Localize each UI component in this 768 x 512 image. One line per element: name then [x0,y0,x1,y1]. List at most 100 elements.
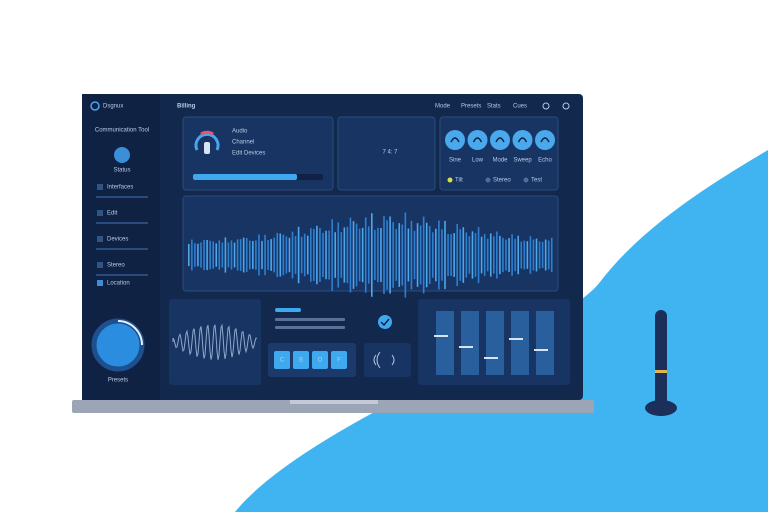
waveform-bar [471,231,474,279]
knob-label: Presets [108,378,128,384]
mode-icon [540,137,550,143]
waveform-bar [526,241,529,269]
waveform-bar [468,236,471,274]
waveform-bar [261,240,263,270]
nav-item[interactable]: Edit [107,211,118,217]
waveform-bar [544,239,547,271]
slider[interactable] [275,318,345,321]
header-menu-item[interactable]: Mode [435,104,451,110]
waveform-bar [322,232,324,278]
waveform-bar [285,236,288,274]
nav-icon [97,236,103,242]
control-button[interactable] [293,351,309,369]
waveform-bar [486,238,489,272]
chart-marker [534,349,548,351]
sidebar-footer-item[interactable]: Location [107,281,130,287]
slider[interactable] [275,326,345,329]
header-menu-item[interactable]: Cues [513,104,527,110]
footer-icon [97,280,103,286]
waveform-bar [371,213,373,297]
waveform-bar [404,212,407,298]
mode-button[interactable] [490,130,510,150]
legend-label: Tilt [455,178,463,184]
waveform-bar [340,232,343,278]
waveform-bar [319,228,321,282]
waveform-bar [465,232,468,278]
control-button[interactable] [331,351,347,369]
waveform-bar [459,229,462,281]
legend-label: Test [531,178,542,184]
waveform-bar [456,223,458,287]
chart-column [511,311,529,375]
header-menu-item[interactable]: Presets [461,104,481,110]
waveform-bar [200,242,202,268]
waveform-bar [438,220,440,290]
waveform-bar [410,220,413,290]
nav-icon [97,262,103,268]
mode-label: Mode [492,158,508,164]
waveform-bar [343,227,346,283]
legend-label: Stereo [493,178,511,184]
waveform-bar [480,236,483,274]
header-menu-item[interactable]: Stats [487,104,501,110]
waveform-bar [532,239,535,271]
waveform-bar [502,237,504,273]
nav-divider [96,196,148,198]
mode-label: Low [472,158,484,164]
waveform-bar [441,229,443,281]
search-icon[interactable] [542,102,550,110]
nav-item[interactable]: Interfaces [107,185,133,191]
nav-divider [96,248,148,250]
nav-item[interactable]: Stereo [107,263,125,269]
control-button[interactable] [312,351,328,369]
control-button[interactable] [274,351,290,369]
power-icon[interactable] [562,102,570,110]
waveform-bar [349,217,352,293]
waveform-bar [450,234,452,276]
waveform-bar [291,231,294,279]
waveform-bar [212,241,214,269]
waveform-bar [316,225,318,285]
waveform-bar [383,216,385,294]
legend-dot [447,177,453,183]
check-button[interactable] [378,315,392,329]
nav-item[interactable]: Devices [107,237,128,243]
waveform-bar [325,230,327,280]
waveform-bar [276,232,279,278]
nav-icon [97,210,103,216]
oscillator-card [169,299,261,385]
chart-marker [509,338,523,340]
slider[interactable] [275,308,301,312]
waveform-bar [245,238,248,272]
waveform-bar [538,241,541,269]
waveform-bar [380,227,382,283]
sound-icon [373,351,395,369]
waveform-bar [401,224,404,286]
mode-icon [495,137,505,143]
progress-fill [193,174,297,180]
waveform-bar [395,229,397,281]
waveform-bar [398,223,401,287]
waveform-bar [236,239,239,271]
waveform-bar [477,227,480,283]
mode-button[interactable] [467,130,488,150]
waveform-bar [505,239,507,271]
audio-link[interactable]: Edit Devices [232,151,265,157]
waveform-card [182,195,559,292]
waveform-bar [550,237,553,273]
waveform-bar [511,234,513,276]
waveform-bar [474,233,477,277]
mode-button[interactable] [512,130,533,150]
waveform-bar [194,243,196,267]
mode-button[interactable] [445,130,465,150]
chart-marker [459,346,473,348]
waveform-bar [493,236,495,274]
knob-arc [117,320,143,346]
waveform-bar [288,237,291,273]
waveform-bar [191,239,193,271]
waveform-bar [337,222,340,288]
waveform-bar [239,239,242,271]
mode-button[interactable] [535,130,555,150]
audio-card [182,116,334,191]
waveform-bar [392,222,394,288]
